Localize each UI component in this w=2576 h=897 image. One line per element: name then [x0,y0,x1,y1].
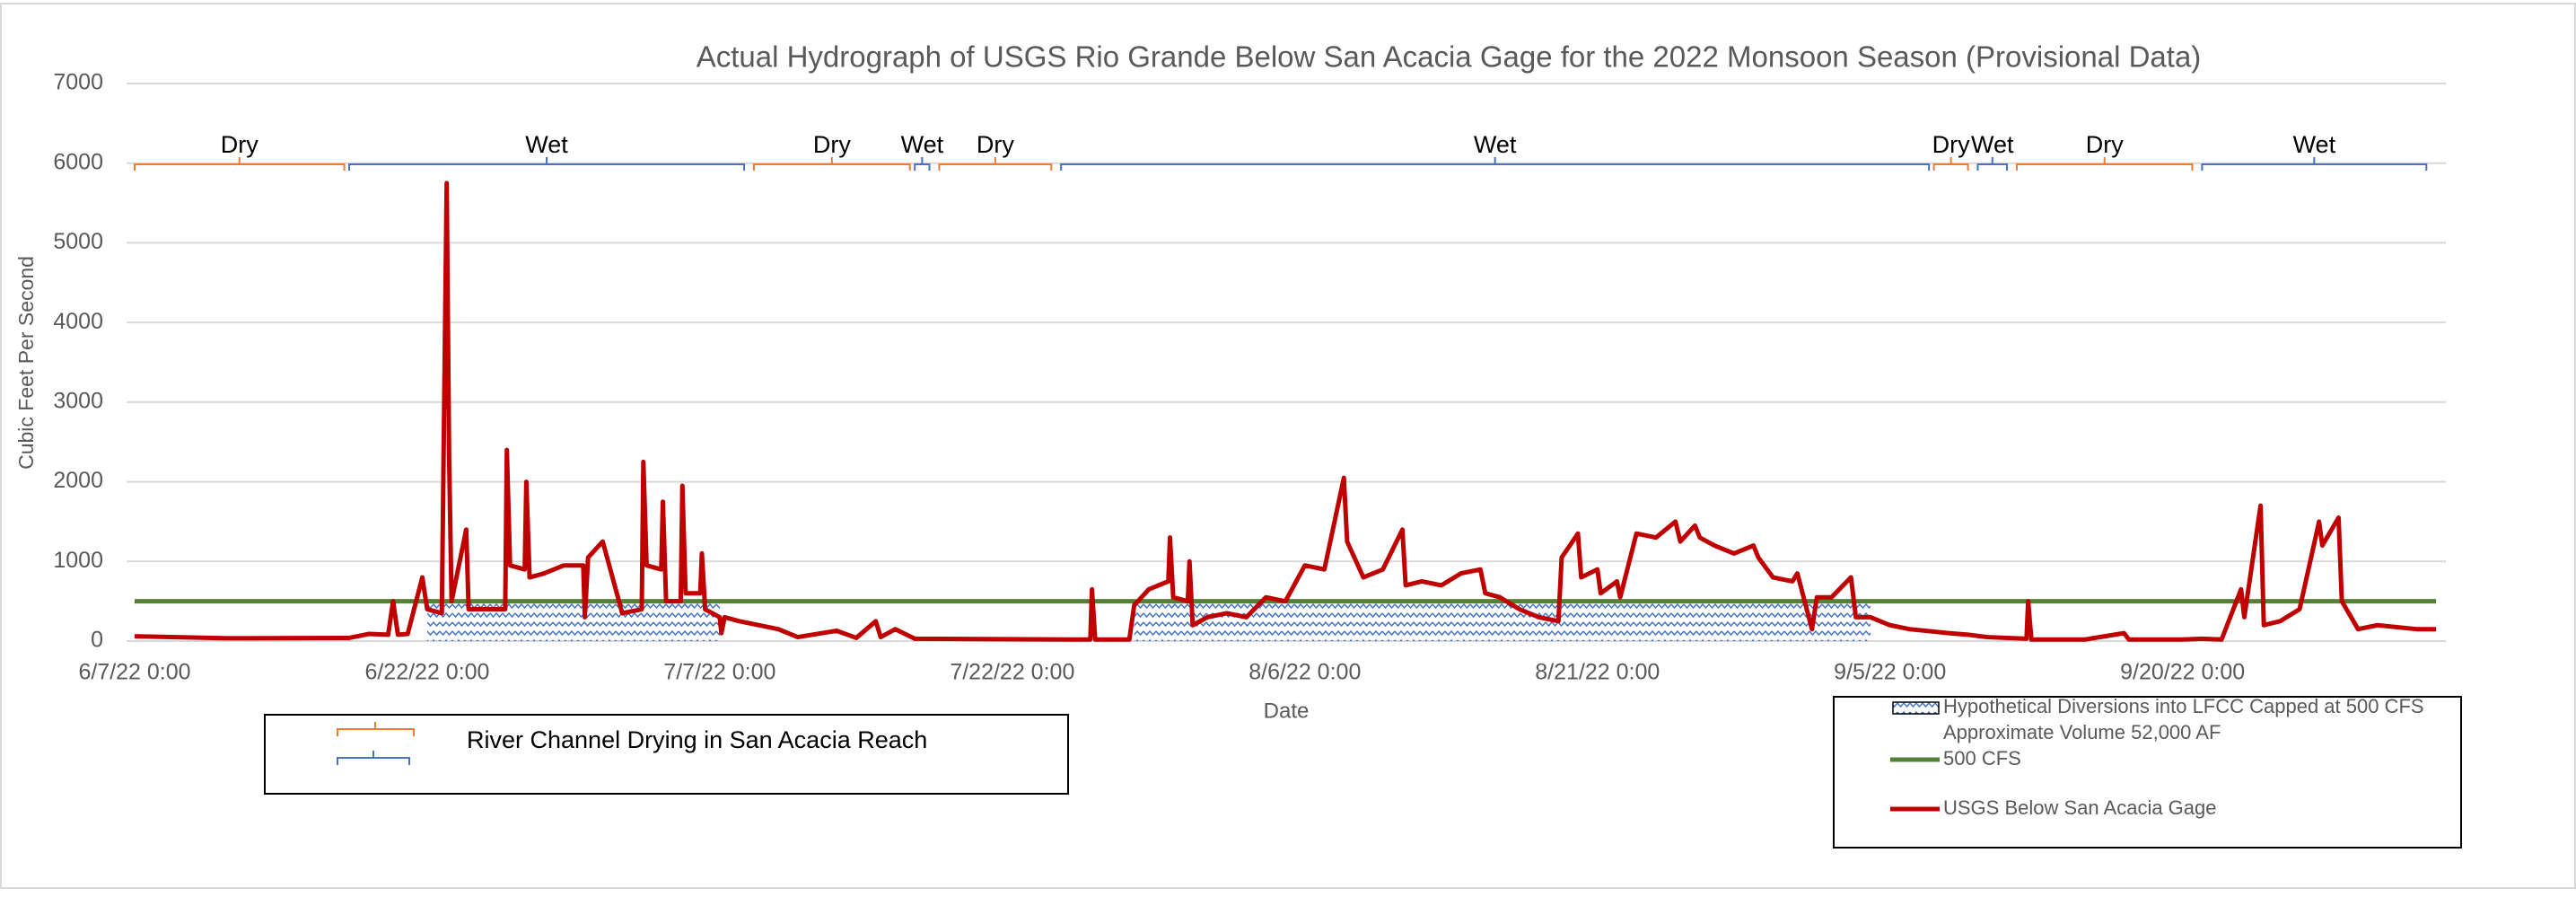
y-tick-label: 4000 [53,309,103,334]
legend-box [1833,696,2462,849]
period-bracket [2015,157,2194,171]
legend-label: USGS Below San Acacia Gage [1943,796,2217,819]
x-tick-label: 9/20/22 0:00 [2120,660,2245,685]
x-tick-label: 7/7/22 0:00 [663,660,775,685]
y-tick-label: 1000 [53,548,103,573]
legend-label: 500 CFS [1943,747,2021,769]
legend-bracket-dry [337,722,415,736]
period-label: Wet [901,131,944,158]
plot-marks [134,180,2437,642]
legend-box [264,714,1069,795]
legend-bracket-wet [337,751,410,765]
x-axis-title: Date [1264,699,1310,723]
period-label: Wet [1474,131,1517,158]
grid: 0 1000 2000 3000 4000 5000 6000 7000 6/7/22 0:00… [53,70,2446,685]
period-label: Wet [2293,131,2336,158]
x-tick-label: 6/7/22 0:00 [78,660,190,685]
legend-label: River Channel Drying in San Acacia Reach [467,726,927,753]
period-label: Dry [1932,131,1970,158]
period-bracket [914,157,931,171]
chart-frame [0,3,2576,889]
period-label: Wet [525,131,568,158]
period-label: Dry [977,131,1014,158]
period-bracket [1976,157,2009,171]
legend-label: Hypothetical Diversions into LFCC Capped… [1943,695,2424,717]
chart-title: Actual Hydrograph of USGS Rio Grande Bel… [697,40,2202,74]
x-tick-label: 8/21/22 0:00 [1535,660,1660,685]
period-label: Dry [2086,131,2124,158]
period-bracket [2201,157,2428,171]
period-label: Dry [221,131,258,158]
x-tick-label: 7/22/22 0:00 [950,660,1074,685]
diversion-area [426,601,1871,641]
period-brackets: Dry Wet Dry Wet Dry Wet Dry Wet Dry Wet [134,131,2428,171]
y-tick-label: 0 [91,628,103,653]
y-tick-label: 5000 [53,229,103,254]
legend: Hypothetical Diversions into LFCC Capped… [1890,695,2424,819]
period-bracket [938,157,1053,171]
y-axis-title: Cubic Feet Per Second [14,256,38,470]
period-bracket [134,157,346,171]
period-label: Wet [1971,131,2014,158]
period-bracket [1932,157,1969,171]
y-tick-label: 7000 [53,70,103,95]
y-tick-label: 2000 [53,468,103,493]
period-bracket [348,157,746,171]
x-tick-label: 6/22/22 0:00 [364,660,489,685]
x-tick-label: 8/6/22 0:00 [1249,660,1361,685]
period-label: Dry [813,131,851,158]
x-tick-label: 9/5/22 0:00 [1834,660,1946,685]
legend-label: Approximate Volume 52,000 AF [1943,721,2221,743]
legend-swatch [1892,701,1940,715]
series-line [134,180,2437,642]
period-bracket [752,157,911,171]
y-tick-label: 3000 [53,388,103,413]
period-bracket [1060,157,1931,171]
y-tick-label: 6000 [53,149,103,174]
